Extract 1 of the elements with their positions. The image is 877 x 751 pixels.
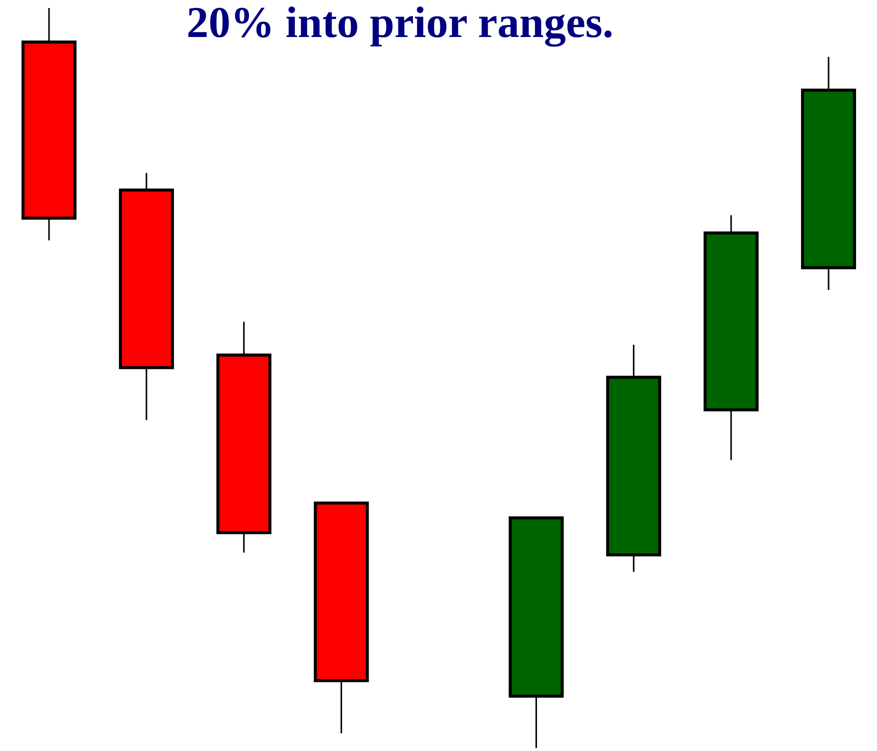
chart-title: 20% into prior ranges. xyxy=(186,0,614,47)
